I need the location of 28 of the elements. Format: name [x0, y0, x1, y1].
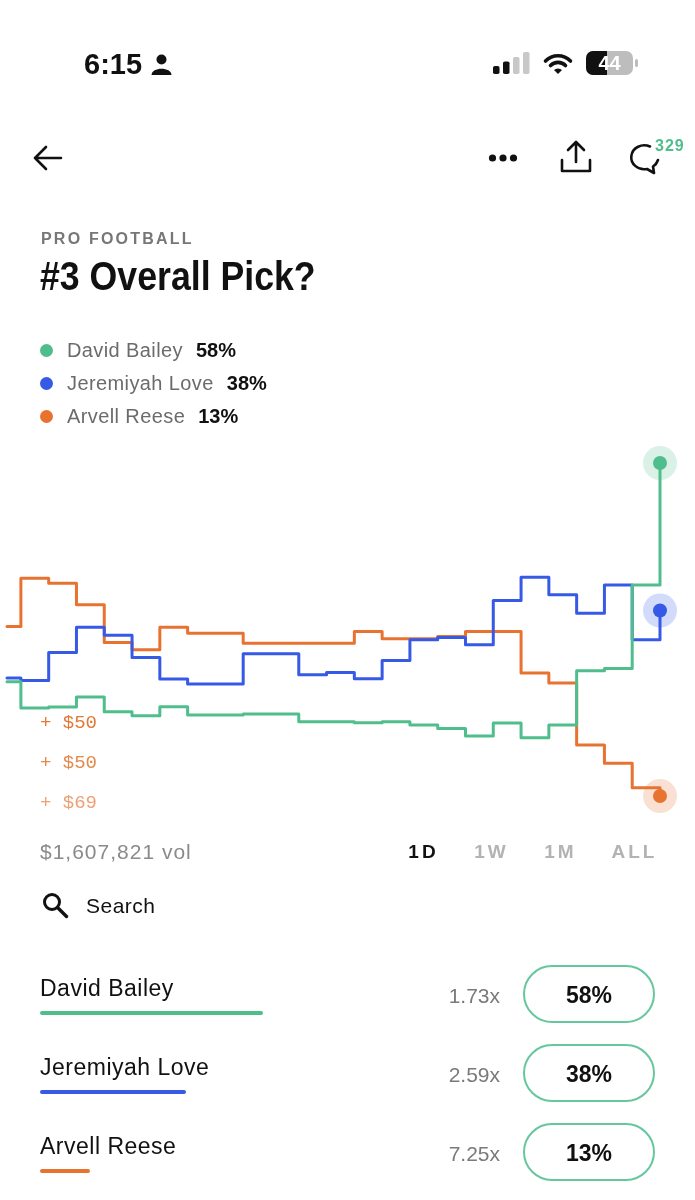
text: Arvell Reese — [40, 1133, 177, 1159]
text: 13% — [198, 404, 239, 428]
text: 1D — [407, 840, 440, 864]
text: 329 — [655, 137, 685, 155]
chart-subtitle: PRO FOOTBALL — [41, 230, 194, 248]
chart-title: #3 Overall Pick? — [40, 253, 316, 299]
text: 7.25x — [448, 1142, 500, 1166]
text: 6:15 — [84, 48, 143, 80]
pick-button: 38% — [523, 1044, 655, 1102]
text: 1W — [473, 840, 510, 864]
legend-label: Arvell Reese — [67, 404, 186, 428]
legend-label: David Bailey — [67, 338, 183, 362]
text: David Bailey — [40, 975, 174, 1001]
text: 1M — [543, 840, 578, 864]
annotation: + $50 — [40, 712, 98, 734]
text: 2.59x — [448, 1063, 500, 1087]
annotation: + $50 — [40, 752, 98, 774]
text: 58% — [195, 338, 236, 362]
text: 1.73x — [448, 984, 500, 1008]
text: $1,607,821 vol — [40, 840, 192, 864]
legend-label: Jeremiyah Love — [67, 371, 214, 395]
text: Jeremiyah Love — [40, 1054, 210, 1080]
pick-button: 13% — [523, 1123, 655, 1181]
text: ALL — [610, 840, 659, 864]
text: 38% — [226, 371, 267, 395]
pick-button: 58% — [523, 965, 655, 1023]
text: Search — [86, 893, 156, 919]
annotation: + $69 — [40, 792, 98, 814]
